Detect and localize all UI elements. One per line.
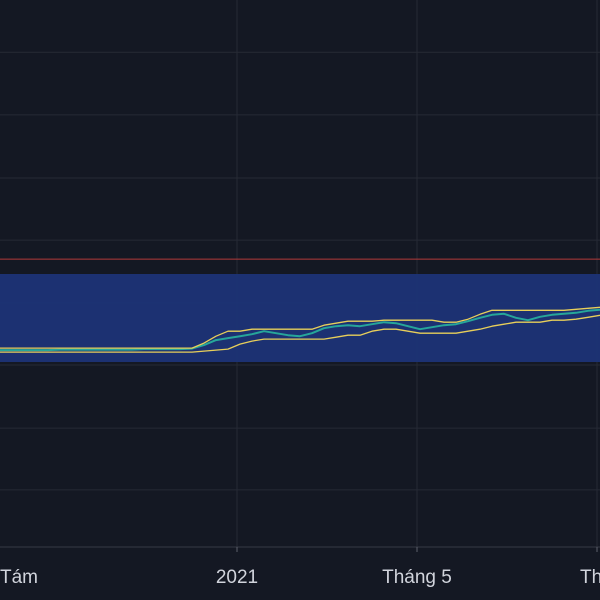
x-tick-label: Tám xyxy=(0,567,38,588)
x-tick-label: Tháng 5 xyxy=(382,567,452,588)
range-band xyxy=(0,273,600,363)
x-tick-label: Th xyxy=(580,567,600,588)
series-line xyxy=(0,308,600,352)
series-line xyxy=(0,306,600,349)
x-axis-area xyxy=(0,547,600,600)
x-tick-label: 2021 xyxy=(216,567,258,588)
series-line xyxy=(0,314,600,353)
